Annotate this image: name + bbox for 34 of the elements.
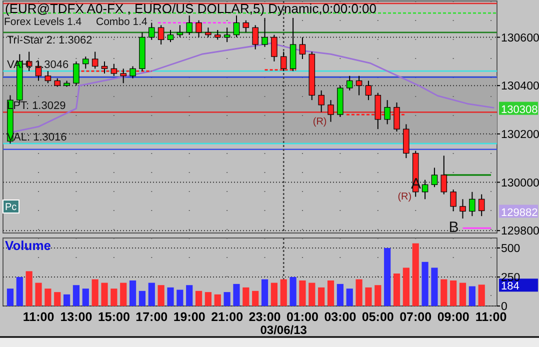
x-tick-label: 03:00 [324, 310, 356, 324]
x-tick-label: 05:00 [362, 310, 394, 324]
x-tick-label: 11:00 [475, 310, 507, 324]
x-tick-label: 01:00 [286, 310, 319, 324]
x-tick-label: 17:00 [136, 310, 168, 324]
y-tick-label: 500 [501, 242, 520, 255]
x-tick-label: 21:00 [211, 310, 244, 324]
annotation: Forex Levels 1.4 [4, 16, 82, 28]
x-axis-title: 03/06/13 [260, 323, 308, 337]
y-tick-label: 0 [501, 301, 508, 313]
annotation: B [448, 219, 459, 236]
x-tick-label: 19:00 [173, 310, 206, 324]
y-tick-label: 130600 [501, 32, 539, 44]
x-tick-label: 07:00 [400, 310, 432, 324]
pc-button: Pc [2, 200, 20, 214]
x-tick-label: 13:00 [60, 310, 92, 324]
annotation: 130308 [501, 104, 538, 116]
annotation: Tri-Star 2: 1.3062 [7, 34, 92, 46]
annotation: (R) [312, 116, 327, 128]
chart-title: Volume [5, 238, 51, 253]
annotation: 129882 [501, 206, 538, 219]
y-tick-label: 130200 [501, 128, 539, 141]
y-tick-label: 129800 [501, 226, 539, 238]
annotation: Pc [5, 202, 17, 213]
x-tick-label: 23:00 [248, 310, 281, 324]
x-tick-label: 15:00 [98, 310, 130, 324]
annotation: Combo 1.4 [96, 16, 148, 28]
annotation: (R) [398, 191, 412, 202]
x-tick-label: 09:00 [437, 310, 470, 324]
y-tick-label: 130400 [501, 80, 539, 93]
y-tick-label: 130000 [501, 177, 539, 190]
x-tick-label: 11:00 [22, 310, 54, 324]
chart-title: (EUR@TDFX A0-FX , EURO/US DOLLAR,5) Dynamic,0:00:0:00 [5, 1, 377, 16]
text: 184 [501, 280, 520, 293]
